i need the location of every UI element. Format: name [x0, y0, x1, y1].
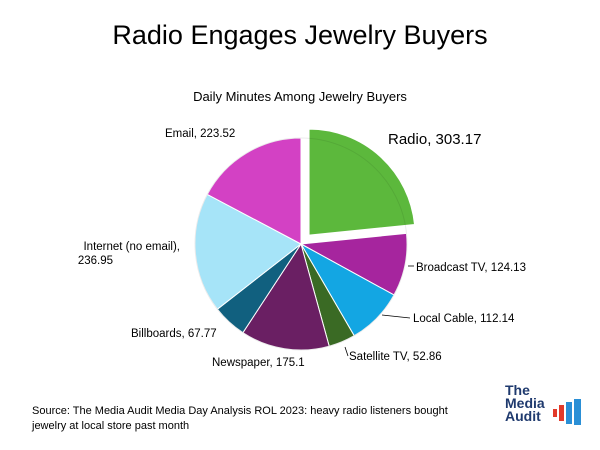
- data-label-local-cable: Local Cable, 112.14: [413, 313, 515, 325]
- leader-line: [344, 346, 349, 357]
- data-label-newspaper: Newspaper, 175.1: [212, 357, 305, 369]
- chart-title: Radio Engages Jewelry Buyers: [112, 20, 488, 50]
- data-label-email: Email, 223.52: [165, 128, 235, 140]
- data-label-satellite-tv: Satellite TV, 52.86: [349, 351, 442, 363]
- signal-bars-icon: [553, 399, 581, 425]
- data-label-billboards: Billboards, 67.77: [131, 328, 217, 340]
- source-note: Source: The Media Audit Media Day Analys…: [32, 405, 448, 432]
- pie-outline: [194, 137, 408, 351]
- pie-slice-email: [206, 137, 302, 245]
- leader-line: [381, 314, 411, 319]
- data-label-radio: Radio, 303.17: [388, 131, 481, 148]
- chart-subtitle: Daily Minutes Among Jewelry Buyers: [193, 89, 407, 104]
- pie-slice-internet-no-email: [194, 193, 302, 310]
- data-label-internet-no-email: Internet (no email), 236.95: [78, 241, 180, 267]
- logo-text: The Media Audit: [505, 382, 545, 424]
- pie-slice-radio: [308, 128, 416, 236]
- pie-slice-newspaper: [242, 242, 330, 351]
- data-label-broadcast-tv: Broadcast TV, 124.13: [416, 262, 526, 274]
- media-audit-logo: The Media Audit: [505, 382, 585, 434]
